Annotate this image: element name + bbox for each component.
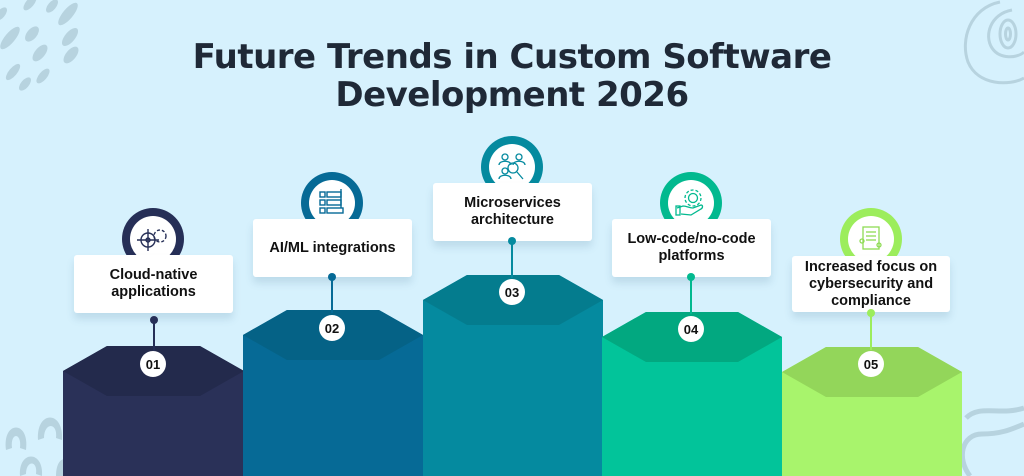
checklist-icon: [319, 189, 344, 214]
step-3-card: Microservices architecture: [433, 183, 592, 241]
step-5-number-badge: 05: [858, 351, 884, 377]
title-line-2: Development 2026: [335, 75, 689, 115]
step-1-card: Cloud-native applications: [74, 255, 233, 313]
step-3-connector: [511, 241, 513, 278]
hand-gear-dollar-icon: [675, 189, 704, 216]
document-icon: [859, 226, 882, 250]
step-4-number-badge: 04: [678, 316, 704, 342]
step-4-label: Low-code/no-code platforms: [627, 231, 756, 264]
step-5-label: Increased focus on cybersecurity and com…: [804, 258, 938, 309]
step-3-block: [423, 275, 603, 476]
step-3-number-badge: 03: [499, 279, 525, 305]
target-gear-icon: [137, 229, 167, 251]
step-5-card: Increased focus on cybersecurity and com…: [792, 256, 950, 312]
step-2-number-badge: 02: [319, 315, 345, 341]
step-2-card: AI/ML integrations: [253, 219, 412, 277]
page-title: Future Trends in Custom Software Develop…: [0, 38, 1024, 114]
step-1-number-badge: 01: [140, 351, 166, 377]
step-2-label: AI/ML integrations: [269, 239, 396, 256]
step-1-connector: [153, 320, 155, 352]
step-2-connector: [331, 277, 333, 313]
title-line-1: Future Trends in Custom Software: [192, 37, 832, 77]
step-3-label: Microservices architecture: [464, 195, 561, 228]
people-search-icon: [498, 153, 526, 180]
step-4-connector: [690, 277, 692, 314]
step-5-connector: [870, 313, 872, 350]
step-1-label: Cloud-native applications: [109, 267, 198, 300]
step-4-card: Low-code/no-code platforms: [612, 219, 771, 277]
